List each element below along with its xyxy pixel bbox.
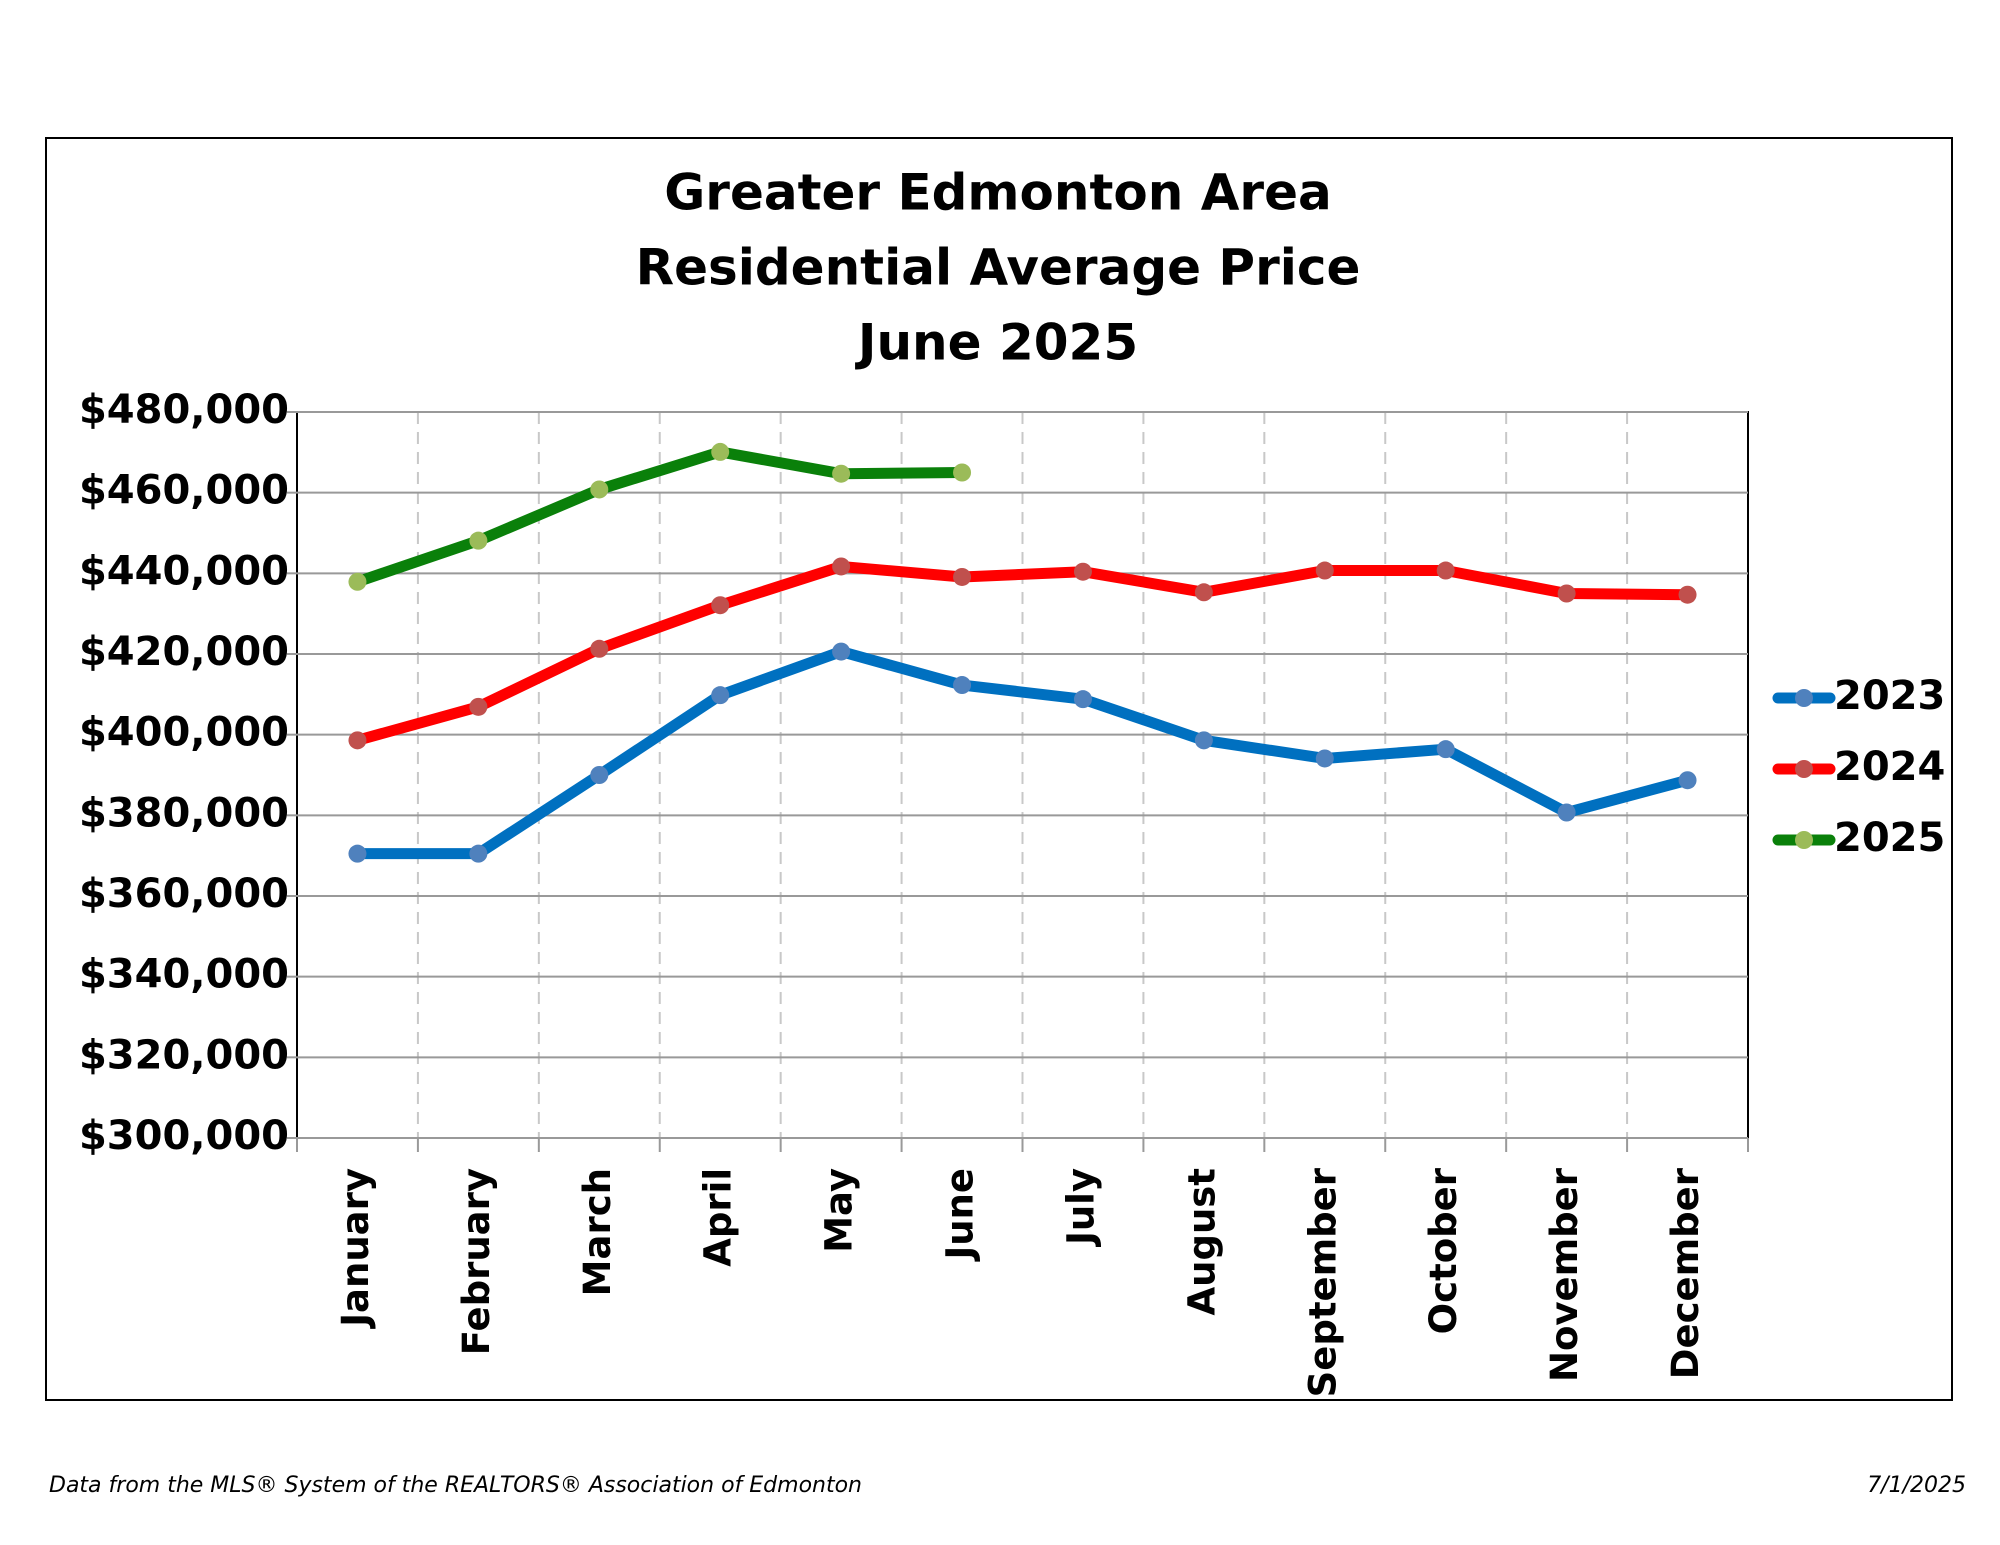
data-point (1073, 562, 1092, 581)
x-tick-label: May (818, 1168, 861, 1253)
data-point (348, 844, 367, 863)
data-point (1678, 771, 1697, 790)
x-tick-label: January (334, 1168, 377, 1330)
x-tick-label: June (939, 1168, 982, 1263)
data-point (1315, 561, 1334, 580)
source-note: Data from the MLS® System of the REALTOR… (49, 1473, 862, 1498)
x-tick-label: February (455, 1168, 498, 1355)
y-tick-label: $340,000 (79, 952, 289, 998)
data-point (1315, 749, 1334, 768)
y-tick-label: $380,000 (79, 790, 289, 836)
x-tick-label: December (1664, 1167, 1707, 1379)
data-point (953, 567, 972, 586)
date-note: 7/1/2025 (1867, 1473, 1966, 1498)
data-point (953, 463, 972, 482)
data-point (711, 442, 730, 461)
y-tick-label: $360,000 (79, 871, 289, 917)
legend-marker (1795, 689, 1813, 707)
data-point (469, 844, 488, 863)
y-tick-label: $480,000 (79, 387, 289, 433)
x-tick-label: November (1543, 1167, 1586, 1382)
y-tick-label: $420,000 (79, 629, 289, 675)
legend-marker (1795, 760, 1813, 778)
data-point (1557, 584, 1576, 603)
data-point (1436, 561, 1455, 580)
x-tick-label: July (1059, 1168, 1102, 1248)
data-point (1194, 731, 1213, 750)
data-point (1436, 740, 1455, 759)
data-point (953, 676, 972, 695)
x-tick-label: October (1422, 1167, 1465, 1334)
data-point (1194, 583, 1213, 602)
series-line (355, 560, 1688, 746)
y-tick-label: $460,000 (79, 468, 289, 514)
x-tick-label: September (1301, 1167, 1344, 1397)
x-tick-label: April (697, 1168, 740, 1267)
data-point (1678, 585, 1697, 604)
data-point (590, 639, 609, 658)
legend-label: 2025 (1834, 815, 1945, 861)
x-tick-label: August (1180, 1168, 1223, 1316)
chart-title: June 2025 (855, 314, 1138, 372)
chart-title: Residential Average Price (636, 239, 1361, 297)
data-point (590, 480, 609, 499)
y-tick-label: $300,000 (79, 1113, 289, 1159)
legend-marker (1795, 831, 1813, 849)
x-tick-label: March (576, 1168, 619, 1296)
y-tick-label: $320,000 (79, 1032, 289, 1078)
legend-label: 2024 (1834, 744, 1945, 790)
data-point (711, 686, 730, 705)
data-point (348, 731, 367, 750)
data-point (832, 464, 851, 483)
legend-label: 2023 (1834, 673, 1945, 719)
chart-title: Greater Edmonton Area (664, 164, 1331, 222)
y-tick-label: $400,000 (79, 710, 289, 756)
data-point (711, 596, 730, 615)
data-point (832, 642, 851, 661)
data-point (469, 697, 488, 716)
data-point (469, 531, 488, 550)
series-line (357, 646, 1689, 860)
y-tick-label: $440,000 (79, 548, 289, 594)
data-point (590, 766, 609, 784)
data-point (1557, 803, 1576, 822)
data-point (832, 557, 851, 576)
data-point (1073, 690, 1092, 709)
series-line (355, 446, 963, 588)
data-point (348, 572, 367, 591)
